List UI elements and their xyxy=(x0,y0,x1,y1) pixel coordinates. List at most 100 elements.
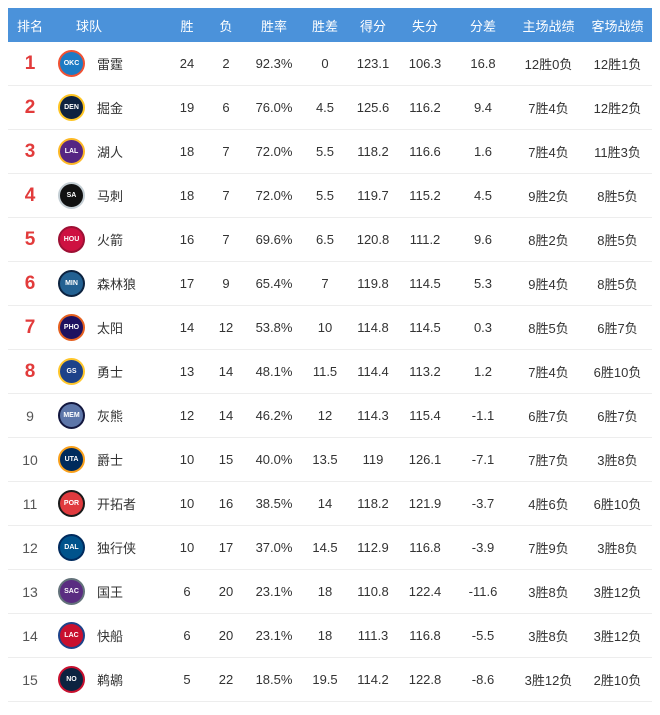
table-row: 7 PHO 太阳 14 12 53.8% 10 114.8 114.5 0.3 … xyxy=(8,306,652,350)
points-against-cell: 111.2 xyxy=(409,232,441,247)
away-record-cell: 3胜8负 xyxy=(597,453,638,468)
header-away-record: 客场战绩 xyxy=(591,18,644,34)
games-behind-cell: 13.5 xyxy=(312,452,338,467)
team-name[interactable]: 鹈鹕 xyxy=(97,673,124,688)
team-name[interactable]: 开拓者 xyxy=(97,497,137,512)
team-cell[interactable]: OKC 雷霆 xyxy=(52,50,168,77)
points-for-cell: 119.7 xyxy=(357,188,389,203)
home-record-cell: 9胜2负 xyxy=(528,189,569,204)
table-row: 2 DEN 掘金 19 6 76.0% 4.5 125.6 116.2 9.4 … xyxy=(8,86,652,130)
team-name[interactable]: 森林狼 xyxy=(97,277,137,292)
team-cell[interactable]: SAC 国王 xyxy=(52,578,168,605)
home-record-cell: 6胜7负 xyxy=(528,409,569,424)
header-win-pct: 胜率 xyxy=(260,18,287,34)
rank-cell: 13 xyxy=(22,583,38,600)
rank-cell: 10 xyxy=(22,451,38,468)
games-behind-cell: 7 xyxy=(321,276,329,291)
team-cell[interactable]: PHO 太阳 xyxy=(52,314,168,341)
away-record-cell: 8胜5负 xyxy=(597,277,638,292)
home-record-cell: 3胜8负 xyxy=(528,629,569,644)
rank-cell: 2 xyxy=(24,96,36,118)
points-against-cell: 114.5 xyxy=(409,276,441,291)
point-diff-cell: -8.6 xyxy=(471,672,495,687)
point-diff-cell: -11.6 xyxy=(468,584,498,599)
home-record-cell: 9胜4负 xyxy=(528,277,569,292)
point-diff-cell: 1.6 xyxy=(473,144,493,159)
team-cell[interactable]: POR 开拓者 xyxy=(52,490,168,517)
rank-cell: 7 xyxy=(24,316,36,338)
rank-cell: 9 xyxy=(26,407,34,424)
point-diff-cell: -1.1 xyxy=(471,408,495,423)
team-cell[interactable]: DEN 掘金 xyxy=(52,94,168,121)
rank-cell: 1 xyxy=(24,52,36,74)
rank-cell: 15 xyxy=(22,671,38,688)
rank-cell: 12 xyxy=(22,539,38,556)
team-name[interactable]: 掘金 xyxy=(97,101,124,116)
team-name[interactable]: 太阳 xyxy=(97,321,124,336)
losses-cell: 12 xyxy=(218,320,234,335)
team-logo-icon: SA xyxy=(58,182,85,209)
header-team: 球队 xyxy=(76,18,103,34)
team-logo-icon: DEN xyxy=(58,94,85,121)
away-record-cell: 6胜7负 xyxy=(597,321,638,336)
team-abbr: UTA xyxy=(64,456,79,463)
points-for-cell: 119.8 xyxy=(357,276,389,291)
table-header-row: 排名 球队 胜 负 胜率 胜差 得分 失分 分差 主场战绩 客场战绩 xyxy=(8,8,652,42)
team-cell[interactable]: HOU 火箭 xyxy=(52,226,168,253)
away-record-cell: 3胜8负 xyxy=(597,541,638,556)
home-record-cell: 7胜9负 xyxy=(528,541,569,556)
team-name[interactable]: 快船 xyxy=(97,629,124,644)
team-name[interactable]: 爵士 xyxy=(97,453,124,468)
table-row: 15 NO 鹈鹕 5 22 18.5% 19.5 114.2 122.8 -8.… xyxy=(8,658,652,702)
games-behind-cell: 11.5 xyxy=(312,364,338,379)
win-pct-cell: 72.0% xyxy=(255,188,293,203)
team-cell[interactable]: NO 鹈鹕 xyxy=(52,666,168,693)
away-record-cell: 2胜10负 xyxy=(593,673,642,688)
header-losses: 负 xyxy=(219,18,233,34)
point-diff-cell: 1.2 xyxy=(473,364,493,379)
team-cell[interactable]: UTA 爵士 xyxy=(52,446,168,473)
wins-cell: 10 xyxy=(179,540,195,555)
rank-cell: 6 xyxy=(24,272,36,294)
team-name[interactable]: 火箭 xyxy=(97,233,124,248)
wins-cell: 18 xyxy=(179,144,195,159)
away-record-cell: 3胜12负 xyxy=(593,629,642,644)
team-abbr: NO xyxy=(66,676,77,683)
team-name[interactable]: 湖人 xyxy=(97,145,124,160)
team-name[interactable]: 灰熊 xyxy=(97,409,124,424)
team-cell[interactable]: SA 马刺 xyxy=(52,182,168,209)
losses-cell: 7 xyxy=(222,188,230,203)
header-points-against: 失分 xyxy=(411,18,438,34)
team-cell[interactable]: DAL 独行侠 xyxy=(52,534,168,561)
team-abbr: LAC xyxy=(64,632,79,639)
points-for-cell: 125.6 xyxy=(356,100,390,115)
team-name[interactable]: 马刺 xyxy=(97,189,124,204)
games-behind-cell: 14.5 xyxy=(312,540,338,555)
team-name[interactable]: 勇士 xyxy=(97,365,124,380)
win-pct-cell: 69.6% xyxy=(255,232,293,247)
team-cell[interactable]: LAL 湖人 xyxy=(52,138,168,165)
win-pct-cell: 76.0% xyxy=(255,100,293,115)
team-cell[interactable]: LAC 快船 xyxy=(52,622,168,649)
point-diff-cell: 9.6 xyxy=(473,232,493,247)
header-games-behind: 胜差 xyxy=(311,18,338,34)
home-record-cell: 12胜0负 xyxy=(524,57,573,72)
win-pct-cell: 37.0% xyxy=(255,540,293,555)
team-cell[interactable]: MEM 灰熊 xyxy=(52,402,168,429)
team-name[interactable]: 国王 xyxy=(97,585,124,600)
rank-cell: 11 xyxy=(22,495,38,512)
team-abbr: DAL xyxy=(64,544,79,551)
losses-cell: 20 xyxy=(218,584,234,599)
points-against-cell: 126.1 xyxy=(408,452,442,467)
points-for-cell: 114.8 xyxy=(357,320,389,335)
header-points-for: 得分 xyxy=(359,18,386,34)
team-name[interactable]: 雷霆 xyxy=(97,57,124,72)
wins-cell: 16 xyxy=(179,232,195,247)
team-cell[interactable]: MIN 森林狼 xyxy=(52,270,168,297)
wins-cell: 6 xyxy=(183,628,191,643)
win-pct-cell: 72.0% xyxy=(255,144,293,159)
rank-cell: 3 xyxy=(24,140,36,162)
team-name[interactable]: 独行侠 xyxy=(97,541,137,556)
team-cell[interactable]: GS 勇士 xyxy=(52,358,168,385)
games-behind-cell: 5.5 xyxy=(315,188,335,203)
